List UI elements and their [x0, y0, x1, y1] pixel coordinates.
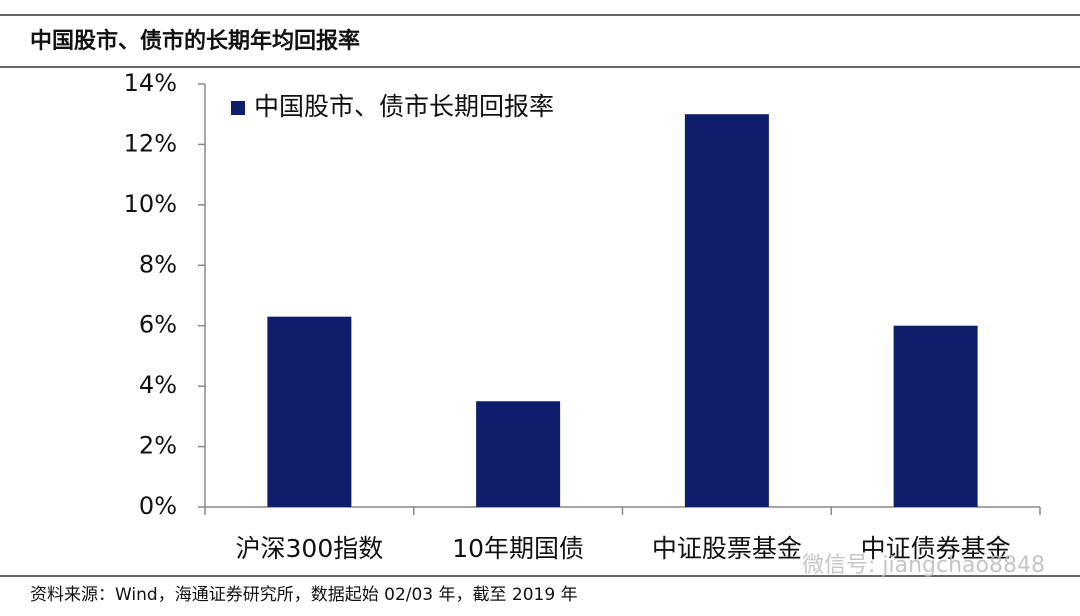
- y-tick-label: 12%: [124, 129, 177, 157]
- source-note: 资料来源：Wind，海通证券研究所，数据起始 02/03 年，截至 2019 年: [30, 585, 578, 605]
- y-tick-label: 0%: [139, 492, 177, 520]
- y-tick-label: 6%: [139, 311, 177, 339]
- bar: [267, 316, 352, 507]
- watermark: 微信号: jiangchao8848: [802, 553, 1045, 578]
- bar: [893, 325, 978, 507]
- x-tick-label: 沪深300指数: [236, 534, 384, 563]
- legend-label: 中国股市、债市长期回报率: [254, 92, 554, 121]
- y-tick-label: 10%: [124, 190, 177, 218]
- y-tick-label: 2%: [139, 432, 177, 460]
- y-tick-label: 8%: [139, 250, 177, 278]
- x-tick-label: 中证债券基金: [861, 534, 1011, 563]
- bar: [684, 114, 769, 507]
- x-tick-label: 中证股票基金: [652, 534, 802, 563]
- legend-swatch: [231, 101, 245, 115]
- y-tick-label: 14%: [124, 69, 177, 97]
- x-tick-label: 10年期国债: [452, 534, 584, 563]
- chart-title: 中国股市、债市的长期年均回报率: [30, 28, 360, 54]
- bar: [476, 401, 561, 507]
- y-tick-label: 4%: [139, 371, 177, 399]
